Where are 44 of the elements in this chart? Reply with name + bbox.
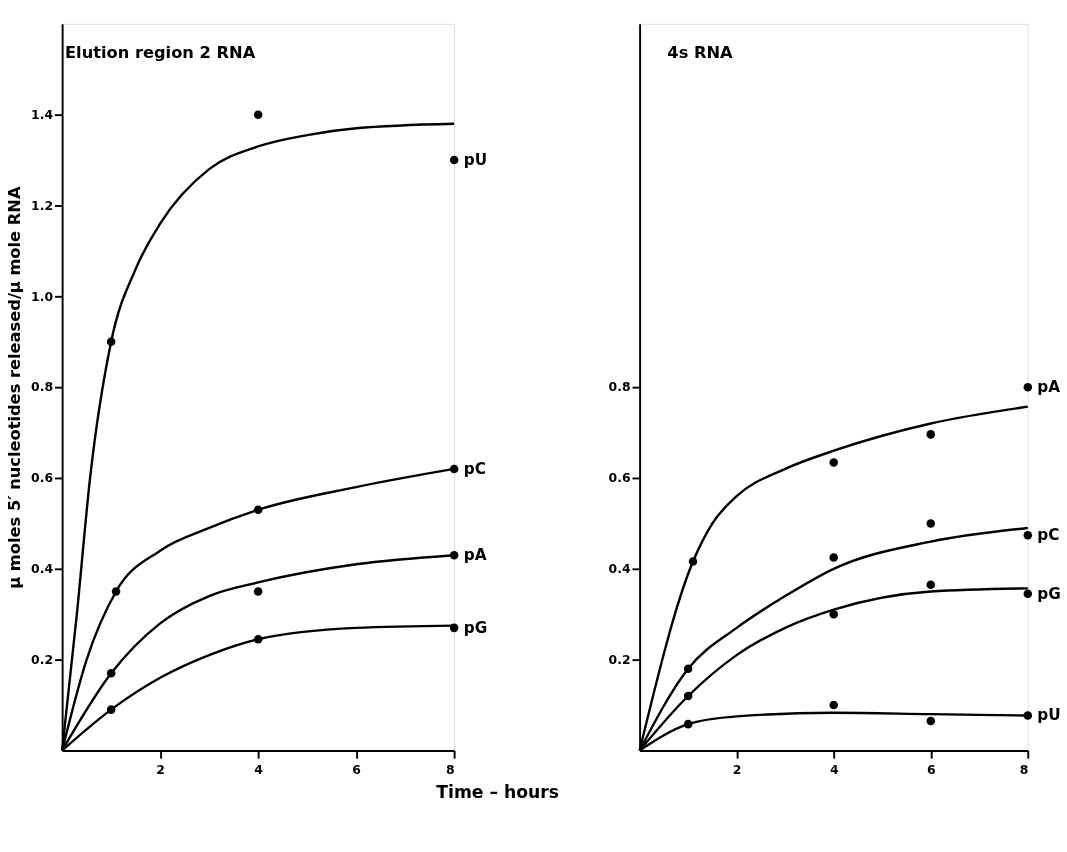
point — [1023, 530, 1033, 540]
y-tick-label: 0.6 — [31, 470, 54, 486]
x-tick-label: 2 — [156, 761, 165, 777]
text: Elution region 2 RNA — [64, 43, 256, 63]
point — [829, 458, 838, 467]
point — [926, 519, 936, 528]
series-label: pU — [1037, 706, 1061, 725]
y-tick-label: 1.0 — [31, 288, 54, 304]
x-tick-label: 8 — [445, 761, 455, 777]
y-tick-label: 1.4 — [31, 106, 54, 122]
x-tick-label: 4 — [829, 761, 839, 777]
y-tick-label: 0.2 — [608, 651, 631, 667]
x-axis-title: Time – hours — [436, 781, 560, 802]
series-label: pG — [463, 618, 488, 637]
point — [926, 716, 936, 726]
series-label: pA — [463, 545, 487, 564]
series-label: pU — [463, 150, 488, 169]
y-tick-label: 0.4 — [31, 561, 54, 577]
y-axis-title: μ moles 5′ nucleotides released/μ mole RNA — [4, 186, 24, 589]
point — [829, 553, 838, 562]
y-tick-label: 0.8 — [608, 379, 631, 395]
series-label: pC — [1037, 525, 1060, 544]
y-tick-label: 1.2 — [31, 197, 54, 213]
x-tick-label: 2 — [732, 761, 742, 777]
x-tick-label: 4 — [254, 761, 264, 777]
point — [449, 155, 459, 165]
text: 4s RNA — [667, 43, 734, 63]
point — [829, 700, 838, 710]
y-tick-label: 0.2 — [31, 651, 54, 667]
point — [1023, 589, 1033, 599]
point — [253, 110, 263, 119]
series-label: pA — [1037, 377, 1061, 396]
x-tick-label: 6 — [926, 761, 936, 777]
series-label: pG — [1037, 584, 1061, 603]
y-tick-label: 0.8 — [31, 379, 54, 395]
point — [926, 430, 936, 439]
point — [926, 580, 936, 589]
x-tick-label: 8 — [1019, 761, 1029, 777]
series-label: pC — [463, 459, 486, 478]
y-tick-label: 0.6 — [608, 470, 631, 486]
y-tick-label: 0.4 — [608, 561, 631, 577]
x-tick-label: 6 — [352, 761, 361, 777]
point — [253, 587, 263, 596]
point — [1023, 382, 1033, 392]
